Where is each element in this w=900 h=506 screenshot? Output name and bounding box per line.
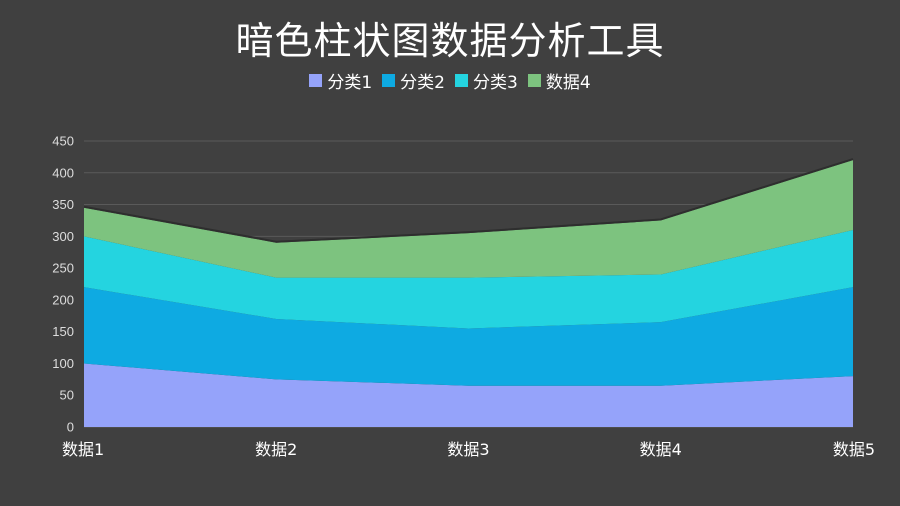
- legend-item-series-3[interactable]: 分类3: [455, 68, 518, 93]
- legend-item-series-2[interactable]: 分类2: [382, 68, 445, 93]
- legend-item-series-1[interactable]: 分类1: [309, 68, 372, 93]
- y-tick-label: 0: [67, 420, 74, 435]
- area-series-4[interactable]: [84, 160, 853, 278]
- y-tick-label: 400: [52, 165, 74, 180]
- y-tick-label: 450: [52, 134, 74, 149]
- x-tick-label: 数据5: [833, 440, 875, 459]
- y-tick-label: 300: [52, 229, 74, 244]
- x-tick-label: 数据2: [255, 440, 297, 459]
- y-axis: 0 50 100 150 200 250 300 350 400 450: [52, 134, 74, 435]
- legend-label: 数据4: [545, 73, 591, 93]
- area-series-2[interactable]: [84, 287, 853, 386]
- legend: 分类1 分类2 分类3 数据4: [0, 68, 900, 93]
- x-tick-label: 数据4: [640, 440, 682, 459]
- area-series-3[interactable]: [84, 229, 853, 329]
- area-top-edge: [83, 158, 854, 243]
- y-tick-label: 200: [52, 292, 74, 307]
- chart-title: 暗色柱状图数据分析工具: [235, 19, 665, 63]
- legend-swatch-icon: [382, 74, 396, 87]
- stacked-areas: [83, 158, 854, 427]
- x-axis: 数据1 数据2 数据3 数据4 数据5: [62, 440, 875, 459]
- legend-swatch-icon: [309, 74, 323, 87]
- y-tick-label: 50: [60, 388, 74, 403]
- legend-item-series-4[interactable]: 数据4: [527, 68, 591, 93]
- x-tick-label: 数据3: [447, 440, 489, 459]
- legend-label: 分类2: [400, 73, 445, 93]
- legend-label: 分类3: [473, 73, 518, 93]
- y-tick-label: 250: [52, 261, 74, 276]
- y-tick-label: 100: [52, 356, 74, 371]
- x-tick-label: 数据1: [62, 440, 104, 459]
- y-tick-label: 350: [52, 197, 74, 212]
- y-tick-label: 150: [52, 324, 74, 339]
- legend-swatch-icon: [527, 74, 541, 87]
- legend-swatch-icon: [455, 74, 468, 87]
- legend-label: 分类1: [327, 73, 373, 93]
